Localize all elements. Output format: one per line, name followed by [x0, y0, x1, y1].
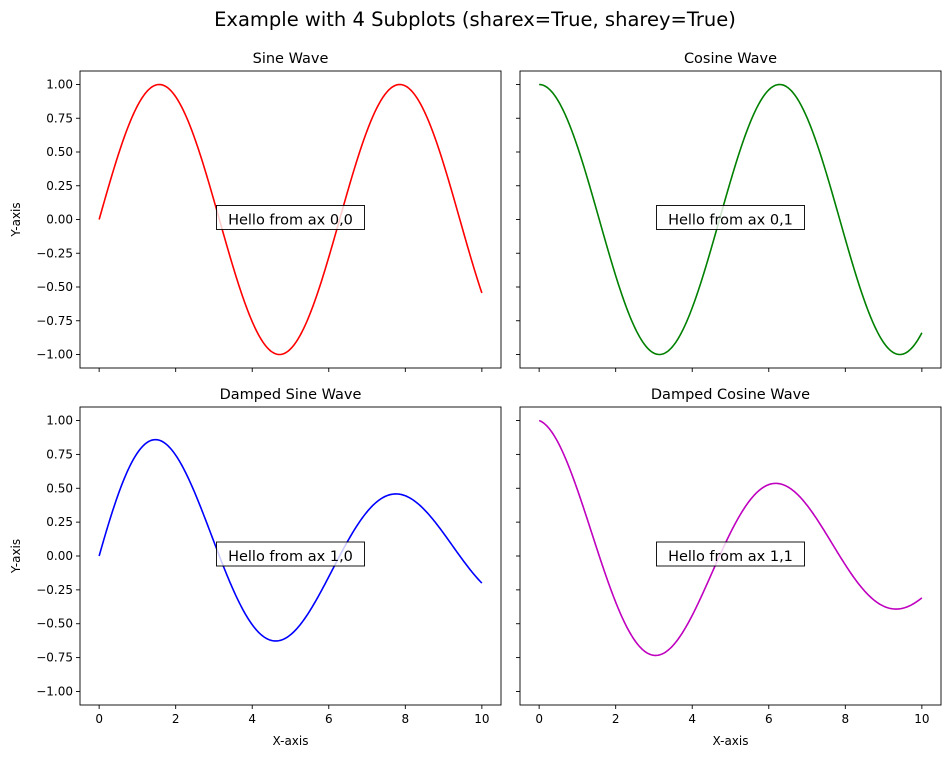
- series-line: [98, 438, 483, 642]
- y-tick-label: 0.75: [46, 111, 73, 125]
- subplot-1: Cosine Wave Hello from ax 0,1: [516, 51, 942, 372]
- subplot-2: 0 2 4 6 8 10 1.00 0.75 0.50 0.25 0.00 −0.25 −0.50 −0.…: [9, 387, 502, 748]
- y-tick-label: 0.00: [46, 213, 73, 227]
- annotation-text: Hello from ax 0,0: [228, 213, 353, 229]
- series-line: [538, 419, 923, 657]
- x-tick-label: 2: [172, 712, 180, 726]
- figure-suptitle: Example with 4 Subplots (sharex=True, sh…: [214, 8, 736, 31]
- subplot-title: Damped Cosine Wave: [651, 387, 810, 403]
- y-tick-label: 0.25: [46, 515, 73, 529]
- subplot-title: Sine Wave: [253, 51, 329, 67]
- y-tick-label: −0.50: [36, 280, 73, 294]
- annotation-box: [216, 205, 365, 230]
- y-tick-label: 0.75: [46, 447, 73, 461]
- y-tick-label: 0.25: [46, 179, 73, 193]
- x-tick-label: 6: [325, 712, 333, 726]
- x-tick-label: 10: [914, 712, 929, 726]
- subplot-title: Damped Sine Wave: [220, 387, 362, 403]
- x-tick-label: 0: [95, 712, 103, 726]
- series-line: [98, 83, 483, 356]
- y-tick-label: 1.00: [46, 414, 73, 428]
- x-tick-label: 0: [535, 712, 543, 726]
- x-tick-label: 6: [765, 712, 773, 726]
- subplot-title: Cosine Wave: [684, 51, 777, 67]
- x-tick-label: 4: [688, 712, 696, 726]
- y-tick-label: −0.75: [36, 314, 73, 328]
- x-tick-label: 8: [841, 712, 849, 726]
- y-tick-label: −1.00: [36, 684, 73, 698]
- y-axis-label: Y-axis: [9, 202, 23, 237]
- y-axis-label: Y-axis: [9, 539, 23, 574]
- annotation-box: [656, 541, 805, 567]
- x-tick-label: 10: [474, 712, 489, 726]
- x-axis-label: X-axis: [713, 734, 749, 748]
- y-tick-label: −0.25: [36, 246, 73, 260]
- annotation-text: Hello from ax 1,0: [228, 549, 353, 565]
- y-tick-label: −0.75: [36, 651, 73, 665]
- y-tick-label: −0.50: [36, 617, 73, 631]
- series-line: [539, 83, 923, 356]
- x-tick-label: 4: [248, 712, 256, 726]
- x-axis-label: X-axis: [273, 734, 309, 748]
- subplots-grid: 1.00 0.75 0.50 0.25 0.00 −0.25 −0.50 −0.75 −1.00…: [9, 51, 942, 748]
- subplot-0: 1.00 0.75 0.50 0.25 0.00 −0.25 −0.50 −0.75 −1.00…: [9, 51, 502, 372]
- annotation-text: Hello from ax 0,1: [668, 213, 793, 229]
- y-tick-label: 0.50: [46, 481, 73, 495]
- annotation-box: [216, 541, 365, 567]
- y-tick-label: −0.25: [36, 583, 73, 597]
- annotation-box: [656, 205, 805, 230]
- y-tick-label: 0.50: [46, 145, 73, 159]
- x-tick-label: 8: [401, 712, 409, 726]
- y-tick-label: 0.00: [46, 549, 73, 563]
- y-tick-label: −1.00: [36, 348, 73, 362]
- subplot-3: 0 2 4 6 8 10 Damped Cosine Wave X-axis Hello fro…: [516, 387, 942, 748]
- x-tick-label: 2: [612, 712, 620, 726]
- y-tick-label: 1.00: [46, 78, 73, 92]
- annotation-text: Hello from ax 1,1: [668, 549, 793, 565]
